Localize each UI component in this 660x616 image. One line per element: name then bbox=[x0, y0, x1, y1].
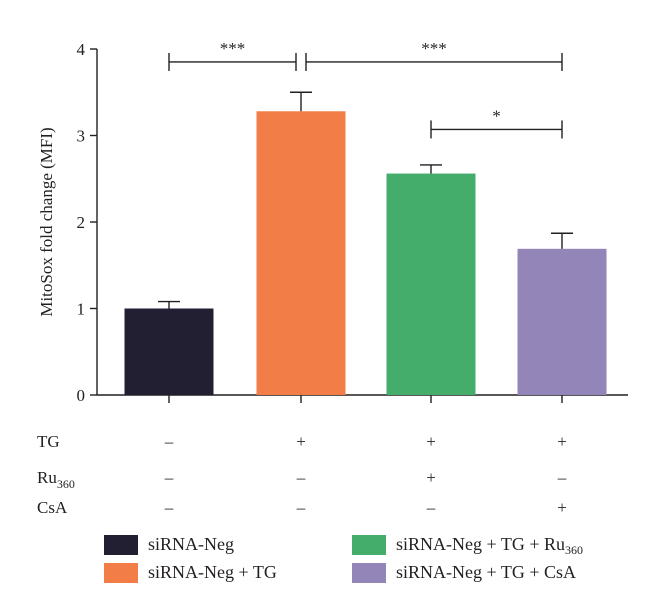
treatment-mark: + bbox=[296, 432, 306, 451]
y-tick-label: 2 bbox=[77, 213, 86, 232]
y-tick-label: 0 bbox=[77, 386, 86, 405]
treatment-mark: + bbox=[426, 432, 436, 451]
treatment-mark: + bbox=[557, 498, 567, 517]
treatment-mark: – bbox=[164, 432, 174, 451]
treatment-mark: – bbox=[164, 468, 174, 487]
treatment-mark: + bbox=[557, 432, 567, 451]
significance-label: *** bbox=[220, 39, 246, 58]
y-axis-label: MitoSox fold change (MFI) bbox=[37, 127, 56, 316]
treatment-mark: + bbox=[426, 468, 436, 487]
legend-item-siRNA-Neg-TG-Ru360: siRNA-Neg + TG + Ru360 bbox=[352, 534, 583, 557]
treatment-label-csa: CsA bbox=[37, 498, 68, 517]
treatment-mark: – bbox=[296, 498, 306, 517]
y-tick-label: 1 bbox=[77, 300, 86, 319]
legend-swatch bbox=[352, 534, 386, 555]
legend-swatch bbox=[104, 534, 138, 555]
legend-label: siRNA-Neg + TG + Ru360 bbox=[396, 534, 583, 557]
treatment-label-tg: TG bbox=[37, 432, 60, 451]
legend-label: siRNA-Neg + TG bbox=[148, 562, 277, 582]
treatment-mark: – bbox=[426, 498, 436, 517]
legend-label: siRNA-Neg bbox=[148, 534, 234, 554]
significance-label: *** bbox=[421, 39, 447, 58]
y-tick-label: 3 bbox=[77, 127, 86, 146]
treatment-label-ru: Ru360 bbox=[37, 468, 75, 491]
bar-3 bbox=[517, 248, 607, 395]
treatment-mark: – bbox=[164, 498, 174, 517]
bar-2 bbox=[386, 173, 476, 395]
treatment-mark: – bbox=[557, 468, 567, 487]
bar-1 bbox=[256, 111, 346, 395]
legend-label: siRNA-Neg + TG + CsA bbox=[396, 562, 576, 582]
legend-item-siRNA-Neg: siRNA-Neg bbox=[104, 534, 234, 555]
y-tick-label: 4 bbox=[77, 40, 86, 59]
legend-swatch bbox=[352, 562, 386, 583]
bar-0 bbox=[124, 308, 214, 395]
legend-swatch bbox=[104, 562, 138, 583]
legend-item-siRNA-Neg-TG: siRNA-Neg + TG bbox=[104, 562, 277, 583]
treatment-mark: – bbox=[296, 468, 306, 487]
significance-label: * bbox=[492, 106, 501, 125]
treatment-label-subscript: 360 bbox=[57, 477, 75, 491]
legend-item-siRNA-Neg-TG-CsA: siRNA-Neg + TG + CsA bbox=[352, 562, 576, 583]
